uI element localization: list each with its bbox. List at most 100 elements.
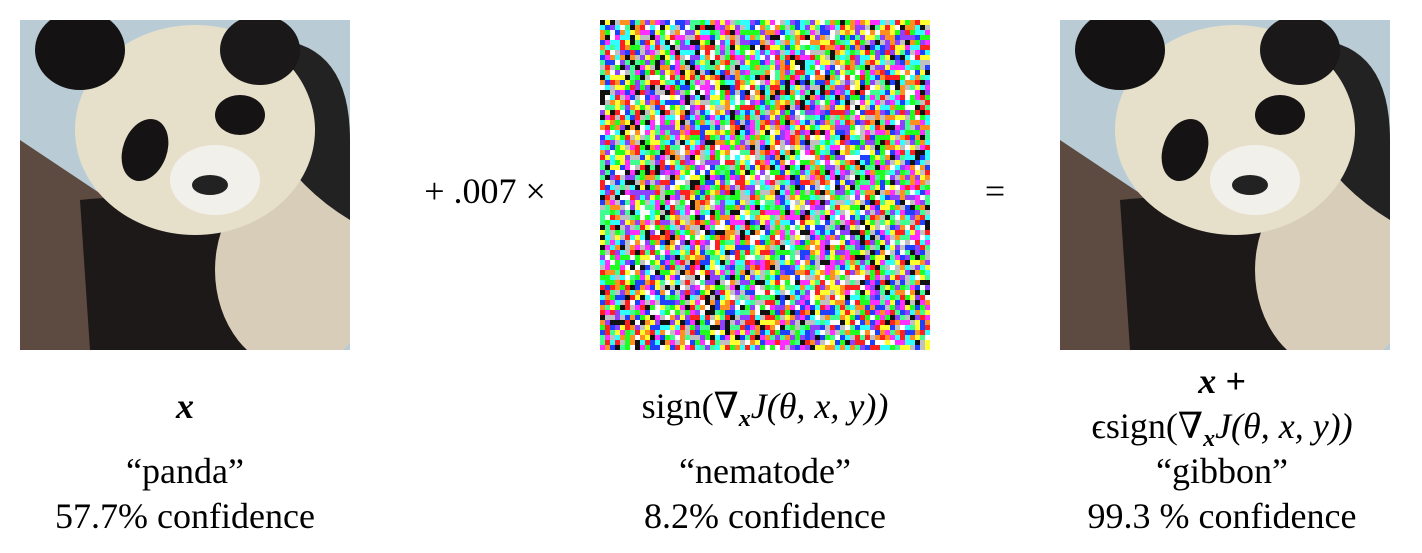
noise-pixel	[830, 75, 835, 80]
noise-pixel	[730, 275, 735, 280]
noise-pixel	[690, 290, 695, 295]
noise-pixel	[645, 60, 650, 65]
noise-pixel	[645, 120, 650, 125]
noise-pixel	[915, 210, 920, 215]
noise-pixel	[925, 240, 930, 245]
noise-pixel	[735, 240, 740, 245]
noise-pixel	[720, 45, 725, 50]
noise-pixel	[925, 310, 930, 315]
noise-pixel	[775, 330, 780, 335]
noise-pixel	[605, 225, 610, 230]
noise-pixel	[860, 175, 865, 180]
noise-pixel	[925, 25, 930, 30]
noise-pixel	[835, 255, 840, 260]
noise-pixel	[760, 345, 765, 350]
noise-pixel	[610, 45, 615, 50]
noise-pixel	[820, 240, 825, 245]
noise-pixel	[720, 255, 725, 260]
noise-pixel	[730, 40, 735, 45]
noise-pixel	[615, 340, 620, 345]
noise-pixel	[920, 80, 925, 85]
noise-pixel	[885, 295, 890, 300]
noise-pixel	[820, 315, 825, 320]
noise-pixel	[925, 145, 930, 150]
noise-pixel	[735, 115, 740, 120]
noise-pixel	[760, 30, 765, 35]
noise-pixel	[685, 90, 690, 95]
noise-pixel	[900, 195, 905, 200]
noise-pixel	[705, 150, 710, 155]
noise-pixel	[775, 80, 780, 85]
noise-pixel	[635, 220, 640, 225]
noise-pixel	[870, 125, 875, 130]
noise-pixel	[790, 165, 795, 170]
noise-pixel	[730, 300, 735, 305]
noise-pixel	[845, 295, 850, 300]
noise-pixel	[795, 195, 800, 200]
noise-pixel	[660, 95, 665, 100]
noise-pixel	[710, 210, 715, 215]
noise-pixel	[900, 25, 905, 30]
noise-pixel	[855, 85, 860, 90]
noise-pixel	[770, 200, 775, 205]
noise-pixel	[925, 330, 930, 335]
noise-pixel	[825, 20, 830, 25]
noise-pixel	[680, 255, 685, 260]
noise-pixel	[840, 125, 845, 130]
noise-pixel	[875, 345, 880, 350]
noise-pixel	[605, 230, 610, 235]
noise-pixel	[730, 30, 735, 35]
noise-pixel	[720, 215, 725, 220]
noise-pixel	[915, 120, 920, 125]
noise-pixel	[705, 25, 710, 30]
noise-pixel	[805, 100, 810, 105]
noise-pixel	[620, 65, 625, 70]
noise-pixel	[645, 190, 650, 195]
noise-pixel	[880, 275, 885, 280]
noise-pixel	[660, 210, 665, 215]
noise-pixel	[770, 195, 775, 200]
noise-pixel	[705, 30, 710, 35]
noise-pixel	[610, 300, 615, 305]
noise-pixel	[665, 175, 670, 180]
noise-pixel	[895, 40, 900, 45]
noise-pixel	[880, 260, 885, 265]
noise-pixel	[875, 105, 880, 110]
noise-pixel	[650, 305, 655, 310]
noise-pixel	[905, 315, 910, 320]
noise-pixel	[700, 215, 705, 220]
noise-pixel	[730, 185, 735, 190]
noise-pixel	[780, 195, 785, 200]
noise-pixel	[630, 90, 635, 95]
noise-pixel	[760, 215, 765, 220]
noise-pixel	[630, 130, 635, 135]
noise-pixel	[625, 90, 630, 95]
noise-pixel	[810, 245, 815, 250]
noise-pixel	[750, 230, 755, 235]
noise-pixel	[725, 155, 730, 160]
noise-pixel	[800, 70, 805, 75]
noise-pixel	[790, 245, 795, 250]
noise-pixel	[925, 135, 930, 140]
noise-pixel	[630, 300, 635, 305]
noise-pixel	[905, 105, 910, 110]
noise-pixel	[865, 50, 870, 55]
noise-pixel	[770, 190, 775, 195]
noise-pixel	[740, 330, 745, 335]
noise-pixel	[785, 315, 790, 320]
noise-pixel	[915, 325, 920, 330]
noise-pixel	[880, 285, 885, 290]
noise-pixel	[615, 335, 620, 340]
noise-pixel	[915, 155, 920, 160]
noise-pixel	[615, 295, 620, 300]
noise-pixel	[790, 310, 795, 315]
noise-pixel	[865, 55, 870, 60]
noise-pixel	[620, 255, 625, 260]
noise-pixel	[820, 180, 825, 185]
noise-pixel	[695, 120, 700, 125]
noise-pixel	[905, 190, 910, 195]
noise-pixel	[760, 160, 765, 165]
noise-pixel	[675, 245, 680, 250]
noise-pixel	[735, 105, 740, 110]
noise-pixel	[800, 205, 805, 210]
